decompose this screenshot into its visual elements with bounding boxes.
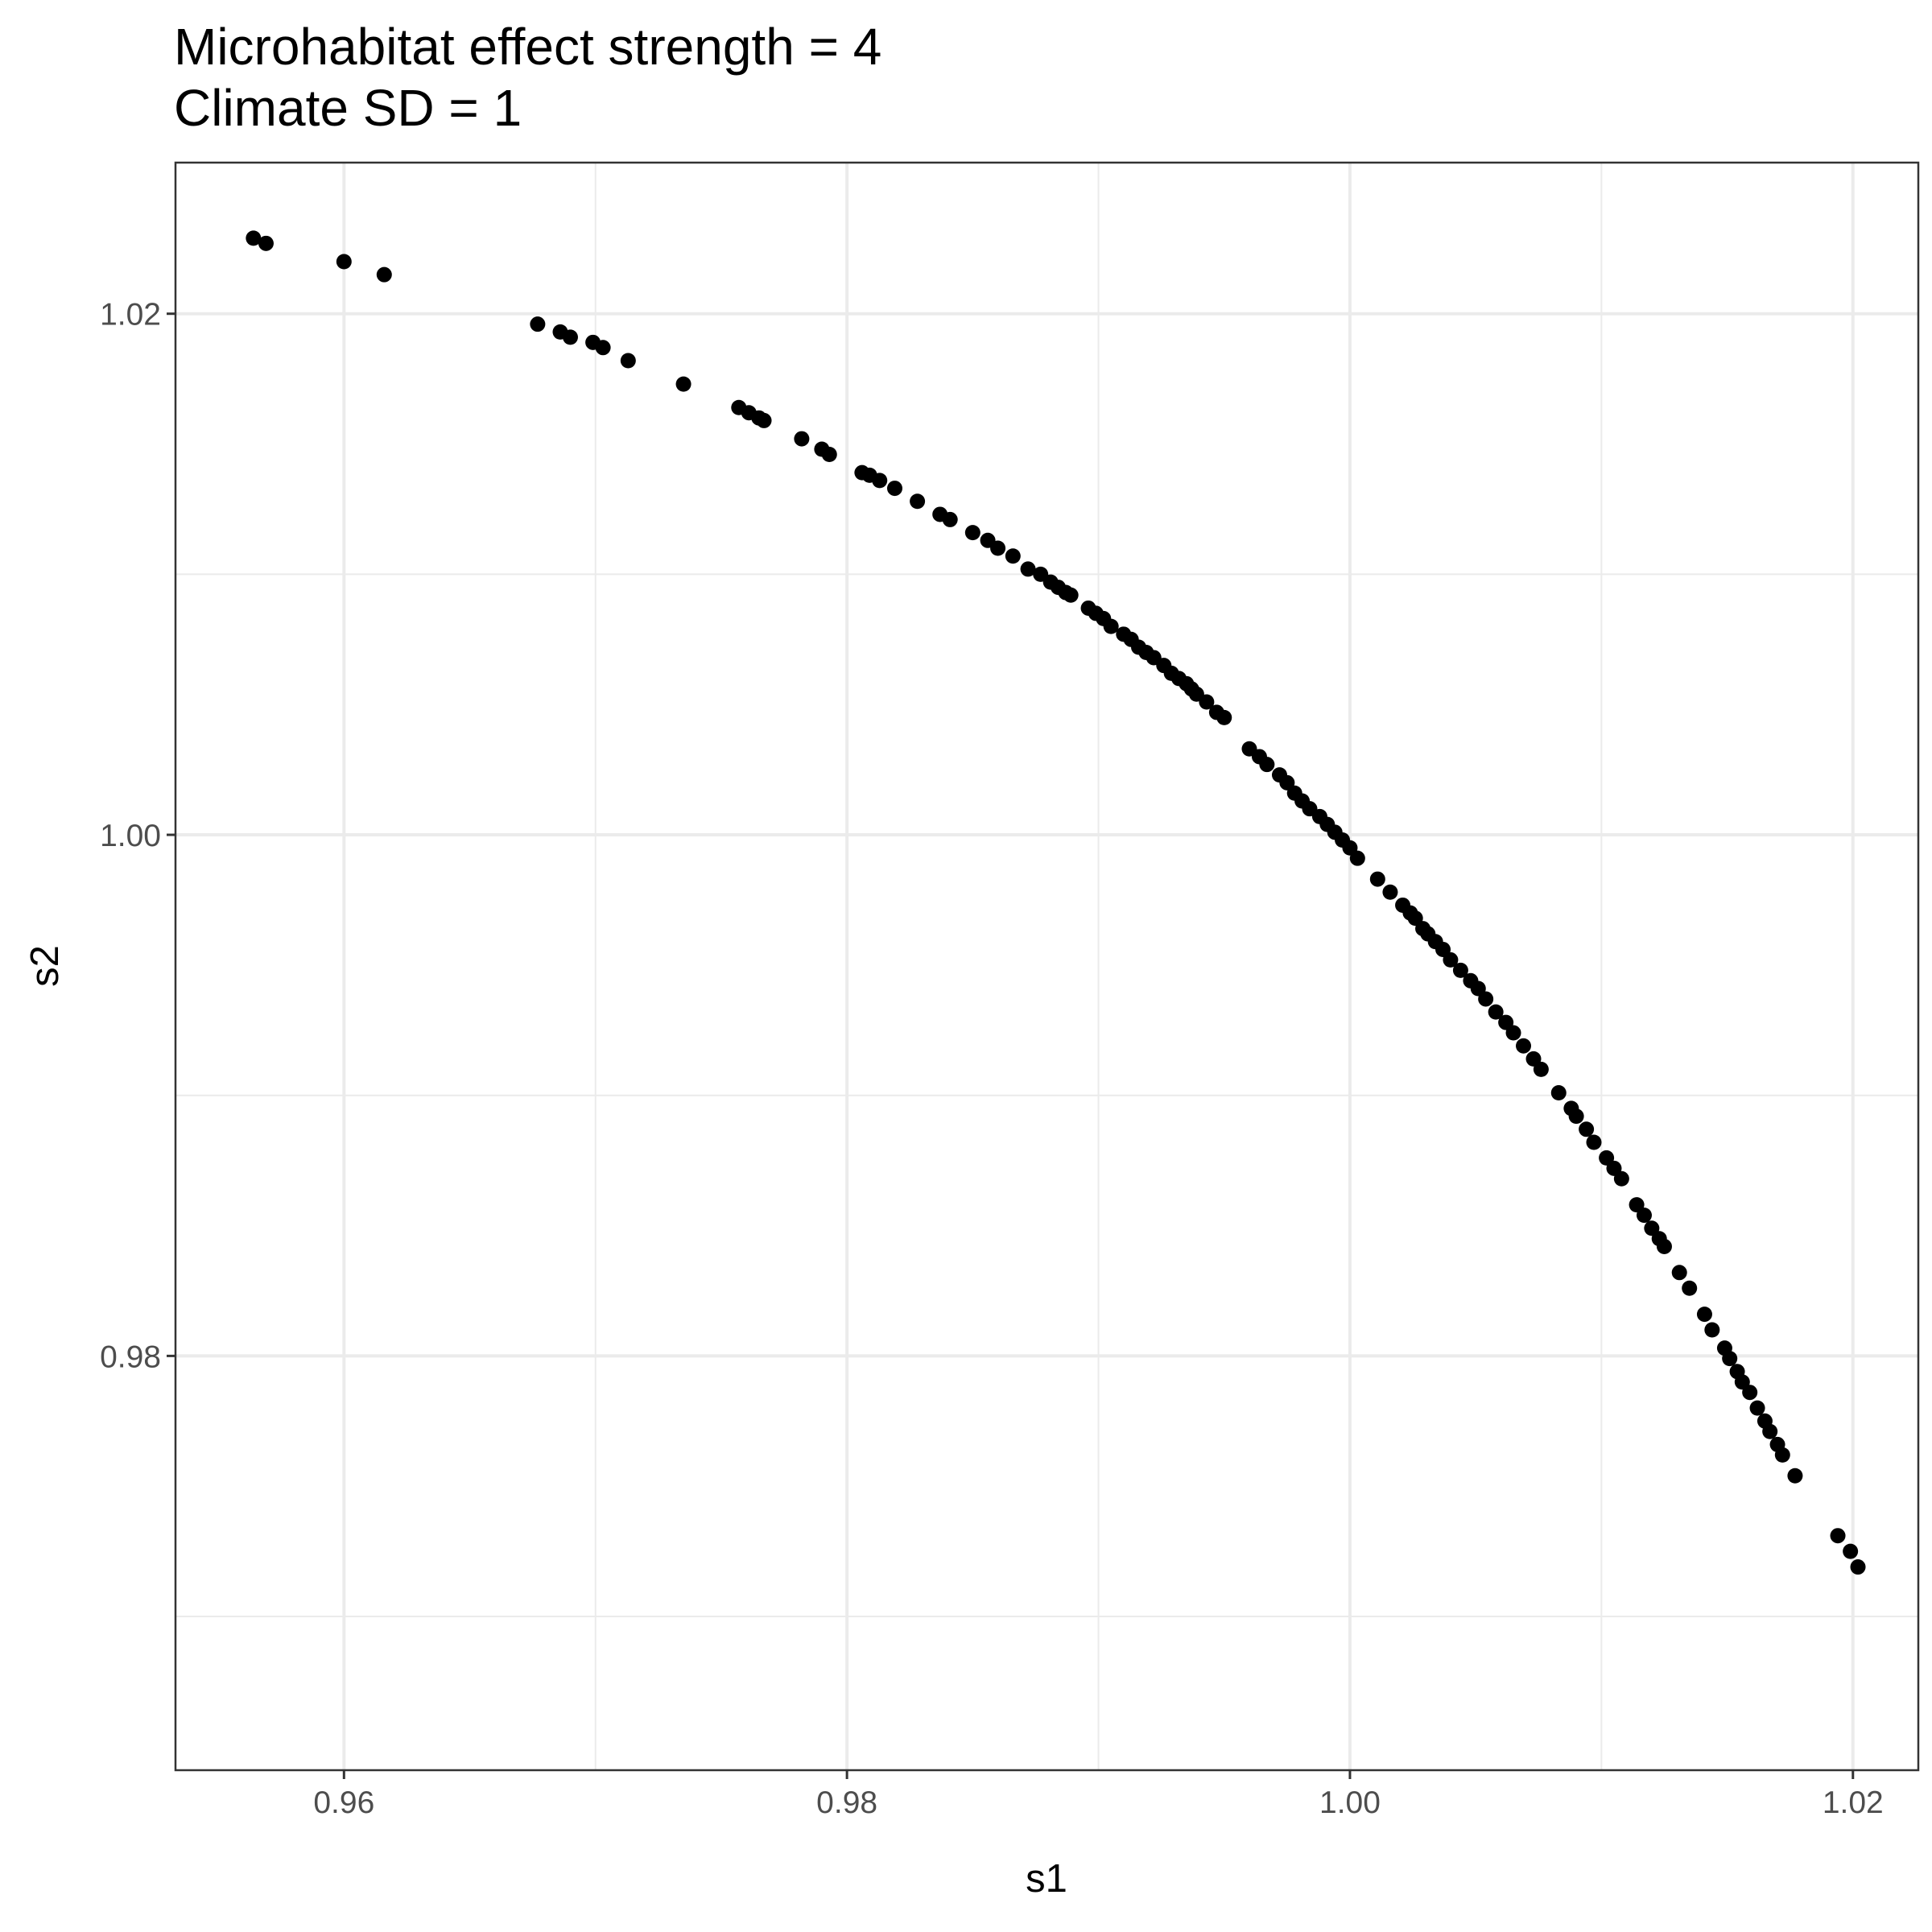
data-point: [821, 447, 837, 463]
data-point: [1579, 1121, 1595, 1137]
plot-panel-border: [174, 161, 1920, 1772]
data-point: [1349, 850, 1365, 866]
data-point: [1199, 694, 1215, 710]
data-point: [794, 431, 810, 447]
data-point: [1533, 1061, 1549, 1077]
data-point: [990, 540, 1006, 556]
data-points: [246, 230, 1866, 1575]
data-point: [910, 493, 926, 510]
x-tick-label: 1.00: [1319, 1785, 1381, 1820]
data-point: [1682, 1280, 1698, 1296]
data-point: [1843, 1543, 1859, 1559]
data-point: [620, 353, 636, 369]
data-point: [1443, 952, 1459, 968]
data-point: [1020, 561, 1036, 577]
data-point: [1488, 1004, 1504, 1020]
chart-title-line-1: Microhabitat effect strength = 4: [174, 18, 881, 76]
data-point: [336, 254, 352, 270]
data-point: [1478, 991, 1494, 1007]
grid-lines: [175, 163, 1918, 1770]
y-tick-label: 1.00: [100, 819, 161, 853]
data-point: [1382, 884, 1398, 900]
data-point: [1830, 1528, 1846, 1544]
data-point: [1696, 1307, 1712, 1323]
data-point: [1452, 962, 1468, 978]
data-point: [1850, 1559, 1866, 1575]
data-point: [1749, 1400, 1765, 1416]
y-tick-label: 1.02: [100, 298, 161, 332]
data-point: [1787, 1468, 1803, 1484]
axis-ticks: [167, 312, 1855, 1779]
data-point: [1063, 587, 1079, 603]
axis-tick-labels: 0.96 0.98 1.00 1.02 0.98 1.00 1.02: [100, 298, 1884, 1820]
data-point: [942, 511, 958, 527]
data-point: [1505, 1025, 1521, 1041]
data-point: [886, 481, 902, 497]
data-point: [1671, 1265, 1687, 1281]
data-point: [1704, 1322, 1720, 1338]
y-axis-title: s2: [23, 945, 67, 987]
data-point: [1656, 1238, 1672, 1254]
x-tick-label: 0.98: [816, 1785, 877, 1820]
y-tick-label: 0.98: [100, 1340, 161, 1374]
data-point: [756, 412, 772, 428]
data-point: [1516, 1038, 1532, 1054]
data-point: [1636, 1208, 1652, 1224]
data-point: [1550, 1084, 1567, 1100]
data-point: [595, 340, 611, 356]
data-point: [1722, 1351, 1738, 1367]
data-point: [530, 316, 546, 332]
data-point: [964, 525, 980, 541]
data-point: [258, 235, 274, 251]
data-point: [1103, 618, 1119, 634]
data-point: [872, 473, 888, 489]
data-point: [246, 230, 262, 246]
x-tick-label: 1.02: [1823, 1785, 1884, 1820]
data-point: [1568, 1108, 1584, 1125]
data-point: [1613, 1170, 1629, 1187]
data-point: [675, 376, 691, 392]
data-point: [1216, 709, 1232, 725]
data-point: [1774, 1447, 1790, 1463]
data-point: [376, 266, 392, 283]
data-point: [1259, 757, 1275, 773]
x-axis-title: s1: [1026, 1857, 1067, 1901]
data-point: [1005, 548, 1021, 564]
data-point: [1742, 1385, 1758, 1401]
x-tick-label: 0.96: [313, 1785, 374, 1820]
chart-title-line-2: Climate SD = 1: [174, 79, 522, 137]
data-point: [562, 329, 578, 345]
data-point: [1586, 1134, 1602, 1150]
data-point: [1369, 871, 1385, 887]
data-point: [1762, 1423, 1778, 1439]
